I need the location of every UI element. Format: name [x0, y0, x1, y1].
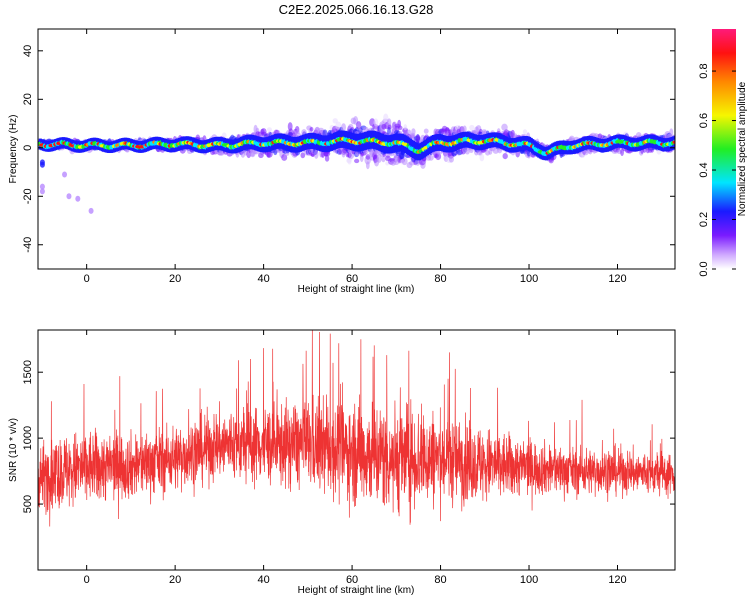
spectrogram-cell [462, 125, 467, 133]
y-tick-label: 500 [22, 495, 34, 513]
spectrogram-cell [281, 154, 288, 161]
spectrogram-cell [39, 183, 45, 190]
spectrogram-cell [479, 153, 485, 162]
snr-x-axis-label: Height of straight line (km) [298, 585, 415, 596]
spectrogram-cell [501, 123, 508, 131]
spectrogram-cell [522, 129, 528, 135]
spectrogram-frame [37, 28, 676, 270]
y-tick-label: 20 [22, 93, 34, 105]
y-tick-label: -20 [22, 188, 34, 204]
spectrogram-cell [346, 158, 352, 163]
colorbar-label: Normalized spectral amplitude [737, 81, 748, 216]
spectrogram-cell [401, 157, 408, 166]
spectrogram-cell [428, 154, 434, 161]
colorbar-tick-label: 0.8 [698, 63, 710, 78]
colorbar: 0.0 0.2 0.4 0.6 0.8 Normalized spectral ampl… [698, 29, 748, 277]
snr-panel: 0 20 40 60 80 100 120 500 1000 1500 Height of st… [8, 329, 676, 596]
spectrogram-cell [669, 128, 674, 136]
snr-y-axis-label: SNR (10 * v/v) [8, 418, 19, 482]
y-tick-label: 40 [22, 45, 34, 57]
spectrogram-cell [66, 193, 72, 200]
snr-plot-area [38, 330, 675, 570]
x-tick-label: 120 [608, 273, 626, 285]
colorbar-gradient [712, 29, 736, 269]
spectrogram-cell [465, 149, 470, 155]
spectrogram-cell [398, 125, 403, 131]
spectrogram-cell [335, 121, 342, 130]
y-tick-label: -40 [22, 237, 34, 253]
spectrogram-cell [502, 152, 508, 160]
x-tick-label: 40 [257, 273, 269, 285]
spectrogram-cell [411, 128, 416, 136]
x-tick-label: 40 [257, 574, 269, 586]
y-tick-label: 1000 [22, 426, 34, 450]
spectrogram-cell [435, 152, 442, 161]
x-tick-label: 80 [434, 574, 446, 586]
spectrogram-cell [448, 156, 454, 163]
snr-frame [37, 329, 676, 571]
spectrogram-x-axis-label: Height of straight line (km) [298, 284, 415, 295]
spectrogram-cell [672, 140, 675, 144]
spectrogram-cell [341, 123, 346, 132]
spectrogram-y-axis-label: Frequency (Hz) [8, 115, 19, 184]
spectrogram-cell [403, 124, 408, 131]
x-tick-label: 100 [520, 574, 538, 586]
snr-x-ticks: 0 20 40 60 80 100 120 [84, 330, 627, 586]
colorbar-tick-label: 0.6 [698, 113, 710, 128]
spectrogram-x-ticks: 0 20 40 60 80 100 120 [84, 29, 627, 285]
x-tick-label: 60 [346, 273, 358, 285]
colorbar-tick-label: 0.4 [698, 162, 710, 177]
spectrogram-cell [266, 127, 272, 132]
spectrogram-cell [324, 155, 330, 162]
spectrogram-cell [423, 128, 429, 134]
x-tick-label: 100 [520, 273, 538, 285]
spectrogram-cell [288, 128, 294, 137]
y-tick-label: 0 [22, 145, 34, 151]
spectrogram-cell [88, 207, 94, 214]
spectrogram-cell [387, 124, 392, 130]
colorbar-ticks: 0.0 0.2 0.4 0.6 0.8 [698, 63, 736, 277]
spectrogram-heat [38, 113, 675, 214]
spectrogram-cell [39, 161, 45, 168]
x-tick-label: 20 [169, 574, 181, 586]
spectrogram-cell [383, 113, 389, 123]
spectrogram-cell [39, 188, 45, 195]
colorbar-tick-label: 0.0 [698, 261, 710, 276]
spectrogram-panel: 0 20 40 60 80 100 120 -40 -20 0 20 40 Height of st… [8, 28, 676, 295]
x-tick-label: 120 [608, 574, 626, 586]
spectrogram-cell [365, 161, 370, 170]
snr-series [38, 330, 675, 527]
spectrogram-cell [313, 149, 319, 159]
spectrogram-cell [75, 195, 81, 202]
spectrogram-cell [415, 134, 421, 144]
snr-line [38, 330, 675, 527]
x-tick-label: 20 [169, 273, 181, 285]
spectrogram-cell [309, 126, 314, 132]
y-tick-label: 1500 [22, 360, 34, 384]
spectrogram-cell [386, 118, 392, 127]
snr-y-ticks: 500 1000 1500 [22, 360, 675, 513]
x-tick-label: 0 [84, 273, 90, 285]
spectrogram-cell [332, 118, 338, 124]
colorbar-tick-label: 0.2 [698, 212, 710, 227]
x-tick-label: 0 [84, 574, 90, 586]
spectrogram-y-ticks: -40 -20 0 20 40 [22, 45, 675, 253]
chart-title: C2E2.2025.066.16.13.G28 [279, 2, 434, 17]
spectrogram-cell [381, 156, 386, 163]
spectrogram-cell [365, 154, 371, 160]
spectrogram-cell [469, 124, 475, 131]
x-tick-label: 80 [434, 273, 446, 285]
x-tick-label: 60 [346, 574, 358, 586]
spectrogram-cell [373, 118, 379, 127]
spectrogram-cell [62, 171, 68, 178]
spectrogram-cell [300, 152, 306, 159]
spectrogram-cell [354, 158, 360, 164]
